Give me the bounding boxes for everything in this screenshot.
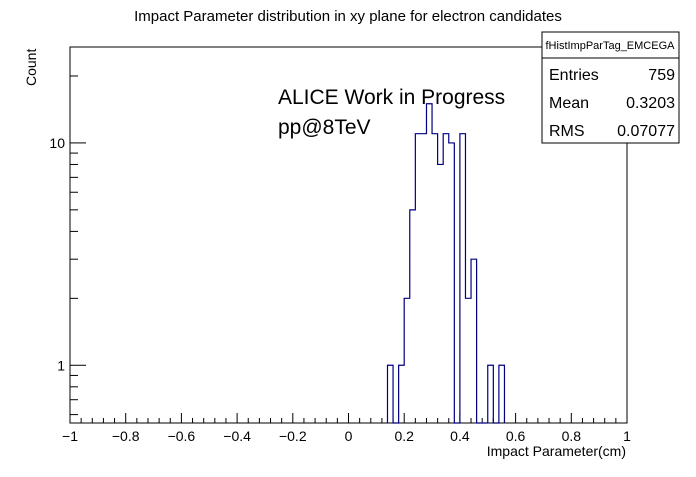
x-axis-title: Impact Parameter(cm): [487, 443, 626, 459]
x-tick-label: −0.4: [223, 428, 251, 444]
y-axis: 1 10: [49, 75, 86, 416]
stats-entries-value: 759: [648, 67, 675, 84]
x-tick-label: 0.4: [450, 428, 470, 444]
stats-rms-label: RMS: [549, 123, 585, 140]
x-tick-label: 1: [623, 428, 631, 444]
x-tick-label: −0.6: [168, 428, 196, 444]
stats-entries-label: Entries: [549, 67, 599, 84]
x-tick-label: −0.8: [112, 428, 140, 444]
stats-box: fHistImpParTag_EMCEGA Entries 759 Mean 0…: [541, 31, 680, 144]
x-tick-label: 0.8: [562, 428, 582, 444]
x-axis: −1 −0.8 −0.6 −0.4 −0.2 0 0.2 0.4 0.6 0.8 1: [62, 413, 631, 444]
y-tick-label: 10: [49, 135, 65, 151]
stats-box-frame: [541, 31, 680, 144]
chart-title: Impact Parameter distribution in xy plan…: [134, 8, 562, 25]
x-tick-label: 0.6: [506, 428, 526, 444]
x-tick-label: 0: [345, 428, 353, 444]
x-tick-label: −1: [62, 428, 78, 444]
x-tick-label: −0.2: [279, 428, 307, 444]
stats-mean-value: 0.3203: [626, 95, 675, 112]
x-tick-label: 0.2: [394, 428, 414, 444]
y-axis-title: Count: [23, 49, 39, 86]
annotation-energy: pp@8TeV: [278, 116, 371, 139]
stats-histogram-name: fHistImpParTag_EMCEGA: [546, 40, 676, 52]
y-tick-label: 1: [57, 357, 65, 373]
histogram-outline: [386, 103, 506, 424]
annotation-alice: ALICE Work in Progress: [278, 86, 505, 109]
stats-mean-label: Mean: [549, 95, 589, 112]
stats-rms-value: 0.07077: [617, 123, 675, 140]
